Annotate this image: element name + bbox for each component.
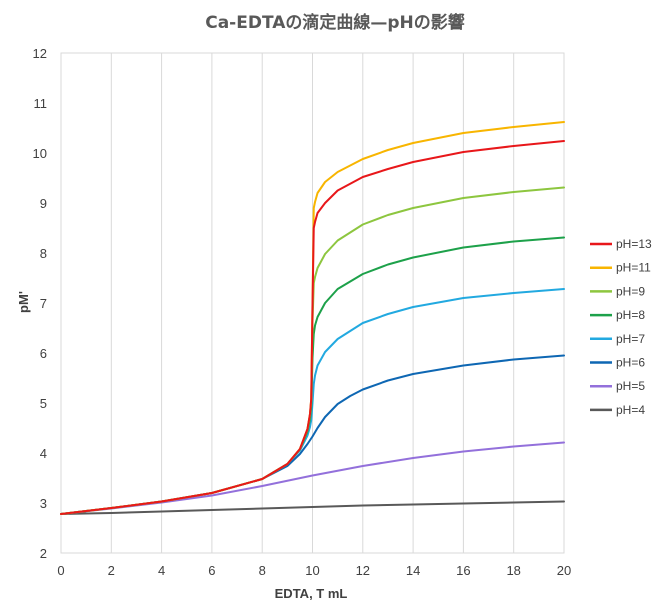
x-tick-label: 0 [57,563,64,578]
x-axis-ticks: 0 2 4 6 8 10 12 14 16 18 20 [57,563,571,578]
legend-label: pH=4 [616,403,645,417]
plot-area-border [60,52,565,554]
legend-label: pH=6 [616,356,645,370]
y-tick-label: 4 [40,446,47,461]
legend-label: pH=5 [616,379,645,393]
x-axis-title: EDTA, T mL [275,586,348,601]
x-tick-label: 18 [506,563,520,578]
y-tick-label: 10 [33,146,47,161]
x-tick-label: 14 [406,563,420,578]
legend-label: pH=11 [616,261,651,275]
x-tick-label: 20 [557,563,571,578]
x-tick-label: 6 [208,563,215,578]
x-tick-label: 4 [158,563,165,578]
y-tick-label: 9 [40,196,47,211]
x-tick-label: 12 [356,563,370,578]
legend: pH=13 pH=11 pH=9 pH=8 pH=7 pH=6 pH=5 pH=4 [590,237,652,417]
legend-label: pH=7 [616,332,645,346]
y-tick-label: 3 [40,496,47,511]
legend-label: pH=9 [616,284,645,298]
legend-label: pH=8 [616,308,645,322]
y-tick-label: 12 [33,46,47,61]
y-tick-label: 8 [40,246,47,261]
series-lines [60,121,565,515]
x-tick-label: 10 [305,563,319,578]
x-tick-label: 2 [108,563,115,578]
y-tick-label: 11 [34,96,48,111]
series-line-ph-13 [60,140,565,515]
y-tick-label: 7 [40,296,47,311]
series-line-ph-4 [60,500,565,515]
y-axis-title: pM' [16,291,31,313]
y-axis-ticks: 2 3 4 5 6 7 8 9 10 11 12 [33,46,47,561]
x-tick-label: 16 [456,563,470,578]
y-tick-label: 5 [40,396,47,411]
y-tick-label: 6 [40,346,47,361]
chart-title: Ca-EDTAの滴定曲線—pHの影響 [205,12,465,33]
legend-label: pH=13 [616,237,652,251]
x-tick-label: 8 [259,563,266,578]
y-tick-label: 2 [40,546,47,561]
